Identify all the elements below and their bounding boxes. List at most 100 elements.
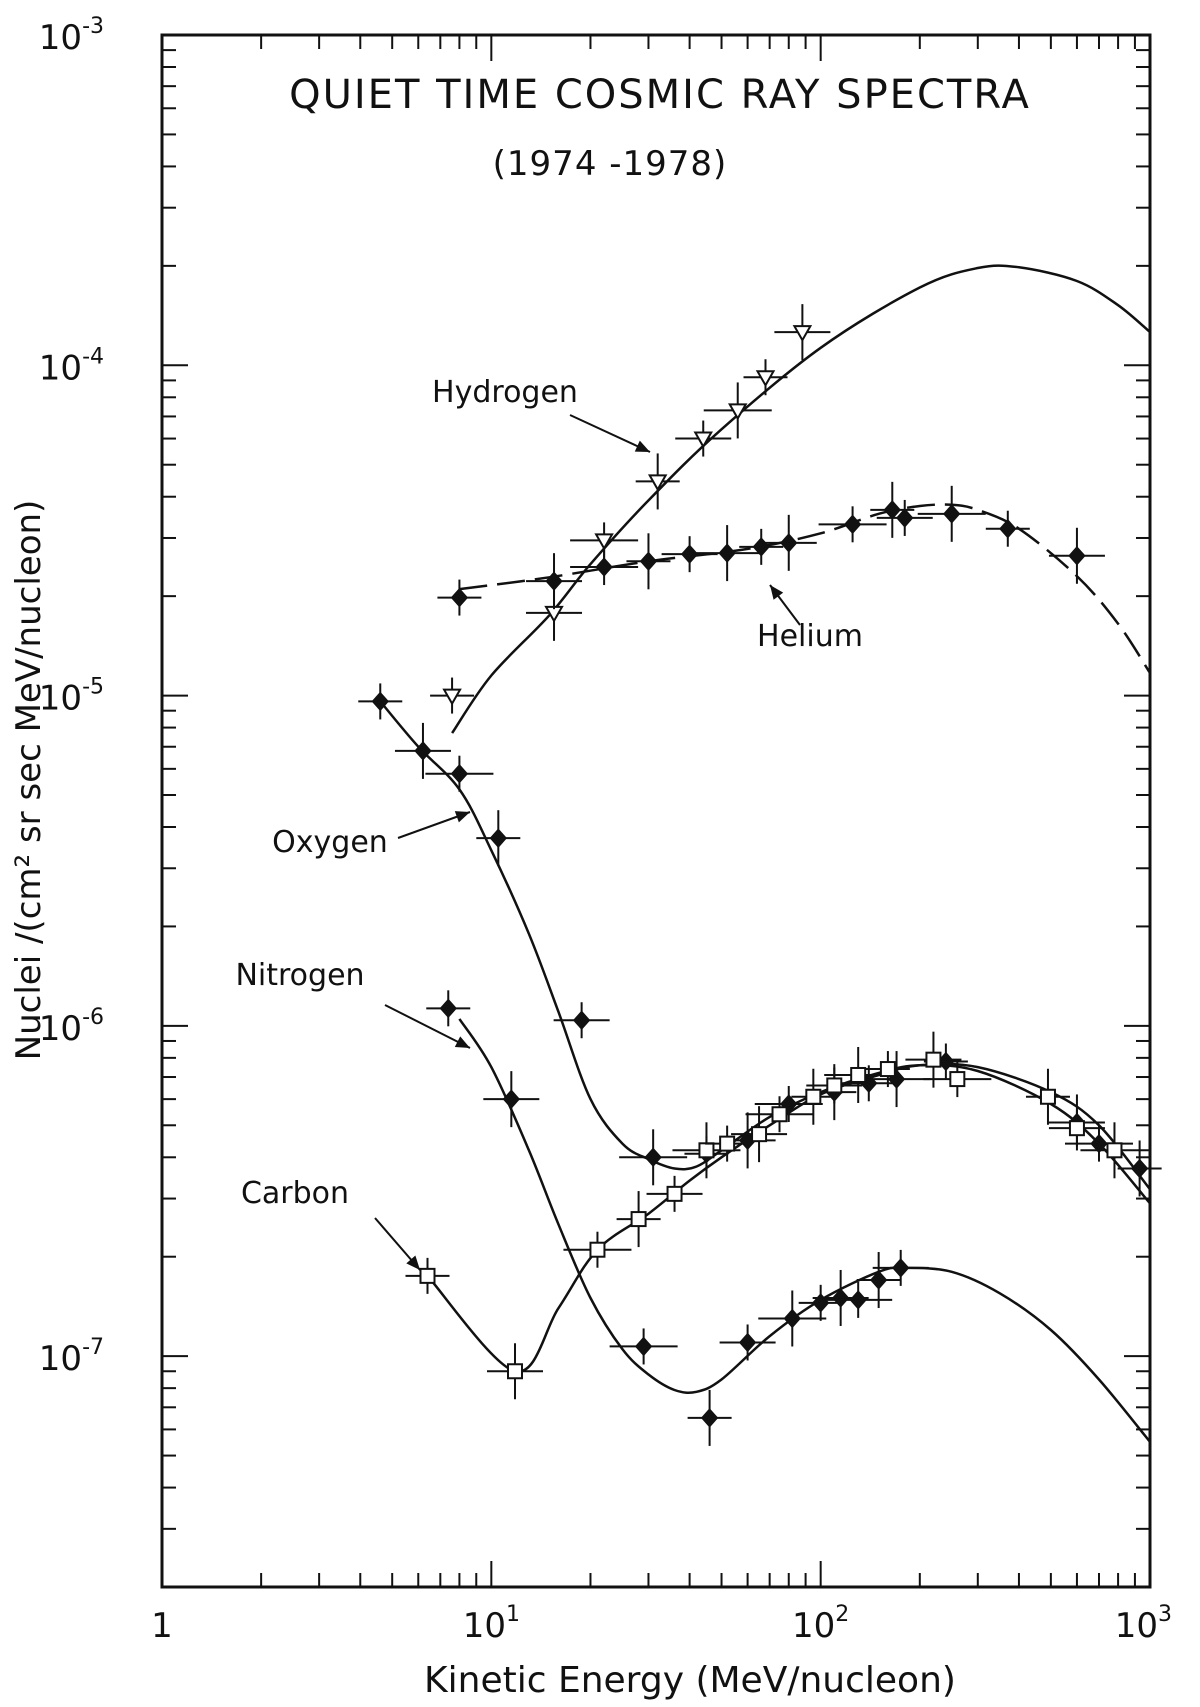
y-axis-label: Nuclei /(cm² sr sec MeV/nucleon) — [9, 500, 49, 1061]
marker-diamond — [738, 1332, 757, 1353]
marker-diamond — [595, 557, 613, 577]
annotation-arrow-head — [454, 811, 470, 823]
marker-diamond — [572, 1010, 591, 1030]
data-point — [758, 1290, 827, 1347]
y-tick-label: 10-4 — [39, 344, 104, 388]
marker-diamond — [892, 1258, 910, 1278]
x-tick-label: 102 — [792, 1602, 849, 1646]
marker-triangle — [594, 533, 614, 551]
marker-diamond — [502, 1089, 520, 1109]
data-point — [876, 499, 933, 536]
data-point — [731, 1106, 788, 1163]
data-point — [553, 1002, 610, 1039]
data-point — [862, 1051, 931, 1108]
data-point — [923, 1061, 992, 1098]
data-point — [824, 1281, 893, 1318]
marker-triangle — [755, 370, 776, 388]
marker-square — [719, 1135, 736, 1152]
x-axis-label: Kinetic Energy (MeV/nucleon) — [424, 1660, 956, 1701]
data-point — [1025, 1068, 1070, 1125]
data-point — [425, 755, 494, 792]
data-point — [437, 579, 482, 616]
fit-curve-oxygen — [379, 700, 1151, 1205]
data-point — [705, 1125, 750, 1162]
plot-frame — [160, 33, 1152, 1589]
data-point — [487, 1343, 544, 1400]
marker-diamond — [545, 571, 563, 591]
data-point — [570, 549, 639, 586]
annotation-hydrogen: Hydrogen — [432, 375, 578, 410]
data-point — [865, 1051, 910, 1088]
annotation-helium: Helium — [757, 619, 863, 654]
data-point — [616, 1191, 661, 1248]
data-point — [917, 485, 986, 542]
data-point — [985, 510, 1030, 547]
data-point — [609, 1328, 678, 1365]
marker-diamond — [780, 533, 798, 553]
annotation-oxygen: Oxygen — [272, 825, 388, 860]
data-point — [394, 722, 451, 779]
series-carbon — [405, 1031, 1149, 1400]
series-helium — [437, 481, 1105, 616]
annotation-arrow-line — [384, 1004, 471, 1049]
marker-triangle — [728, 403, 748, 421]
marker-diamond — [783, 1308, 801, 1329]
data-point — [430, 677, 475, 714]
data-point — [1048, 1110, 1105, 1147]
x-tick-label: 103 — [1115, 1602, 1172, 1646]
marker-triangle — [442, 688, 462, 706]
annotation-arrow-line — [569, 414, 651, 453]
marker-square — [630, 1211, 647, 1228]
annotation-arrow-head — [406, 1255, 420, 1270]
data-point — [358, 683, 403, 720]
data-point — [563, 1231, 632, 1268]
data-point — [693, 525, 762, 582]
marker-square — [805, 1088, 822, 1105]
marker-diamond — [896, 508, 914, 528]
marker-diamond — [718, 543, 736, 563]
annotation-arrow-head — [770, 585, 784, 600]
y-tick-label: 10-7 — [39, 1335, 104, 1379]
marker-square — [826, 1077, 843, 1094]
data-point — [760, 514, 817, 571]
data-point — [687, 1389, 732, 1446]
data-point — [791, 1068, 836, 1125]
data-point — [818, 506, 887, 543]
marker-square — [419, 1267, 436, 1284]
data-point — [526, 553, 583, 610]
marker-diamond — [450, 763, 469, 784]
data-point — [426, 990, 471, 1027]
x-tick-label: 1 — [151, 1606, 173, 1646]
marker-diamond — [439, 998, 457, 1019]
data-point — [405, 1257, 450, 1294]
annotation-arrow-head — [454, 1036, 470, 1048]
data-point — [774, 304, 831, 361]
series-nitrogen — [426, 990, 929, 1446]
data-point — [798, 1284, 843, 1321]
marker-triangle — [647, 474, 668, 492]
annotation-carbon: Carbon — [241, 1176, 349, 1211]
annotation-nitrogen: Nitrogen — [235, 958, 364, 993]
marker-diamond — [869, 1270, 888, 1290]
data-point — [1048, 527, 1105, 584]
data-point — [646, 1175, 703, 1212]
marker-square — [771, 1106, 788, 1123]
y-tick-label: 10-3 — [39, 14, 104, 58]
marker-square — [925, 1051, 942, 1068]
data-point — [703, 382, 772, 439]
marker-diamond — [639, 551, 658, 572]
marker-diamond — [849, 1290, 867, 1310]
marker-diamond — [450, 587, 469, 608]
fit-curve-hydrogen — [451, 264, 1151, 734]
data-point — [661, 536, 718, 573]
data-point — [476, 810, 521, 867]
marker-square — [949, 1071, 966, 1088]
marker-diamond — [634, 1336, 653, 1357]
data-point — [806, 1067, 863, 1104]
marker-square — [507, 1363, 524, 1380]
marker-diamond — [843, 514, 862, 535]
marker-diamond — [414, 741, 432, 761]
data-point — [745, 1096, 814, 1133]
marker-diamond — [644, 1147, 662, 1168]
